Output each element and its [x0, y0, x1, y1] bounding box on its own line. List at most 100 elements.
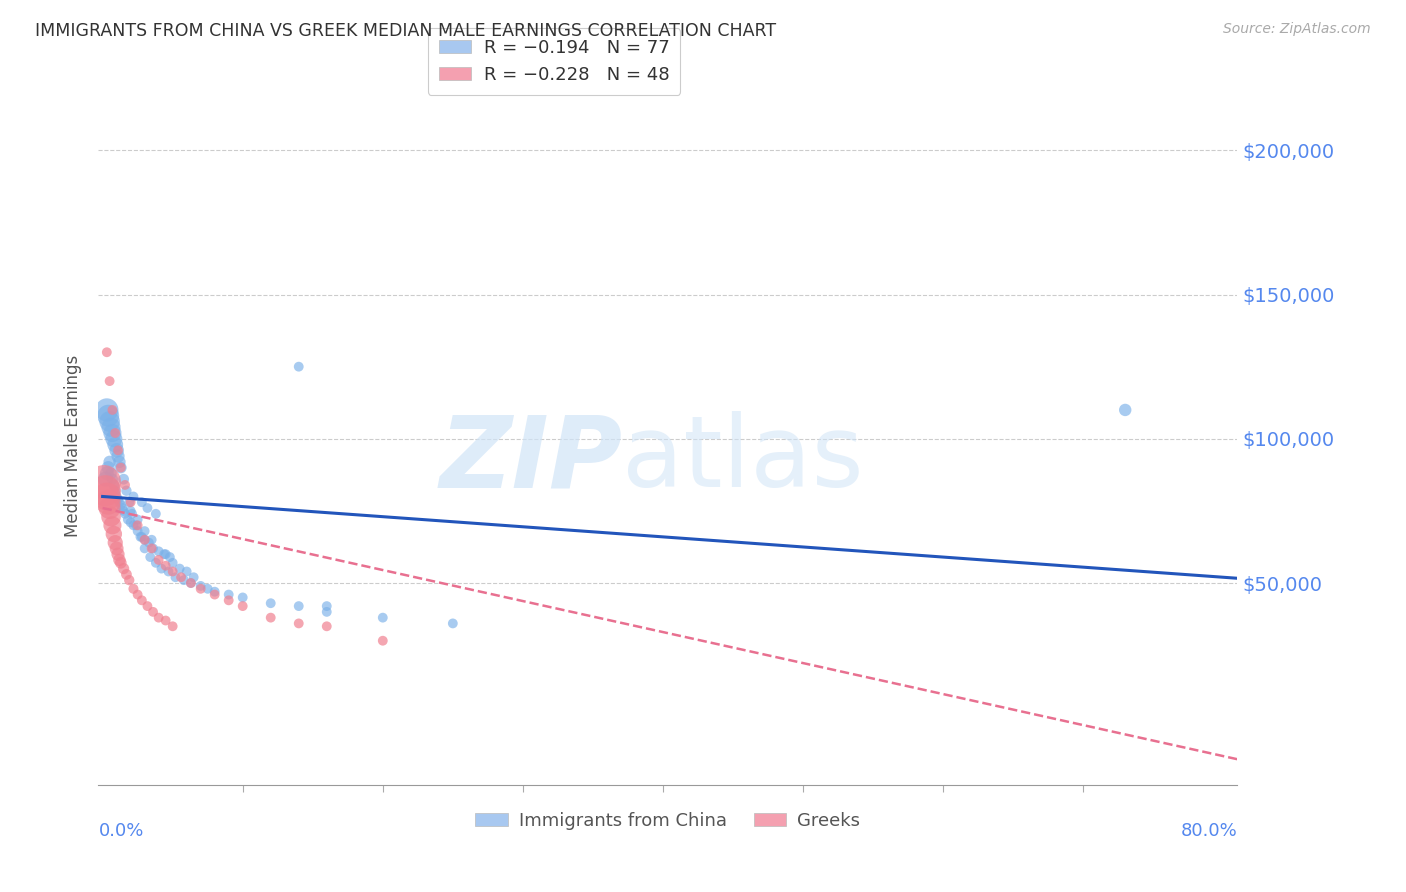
- Point: [107, 449, 129, 463]
- Point: [93, 475, 115, 489]
- Point: [142, 605, 165, 619]
- Point: [170, 570, 193, 584]
- Point: [94, 472, 117, 486]
- Point: [96, 403, 118, 417]
- Point: [112, 504, 135, 518]
- Text: ZIP: ZIP: [439, 411, 623, 508]
- Point: [97, 409, 120, 423]
- Point: [122, 582, 145, 596]
- Point: [180, 576, 202, 591]
- Point: [103, 432, 125, 446]
- Point: [115, 483, 138, 498]
- Text: 0.0%: 0.0%: [98, 822, 143, 840]
- Point: [183, 570, 205, 584]
- Point: [114, 507, 136, 521]
- Legend: Immigrants from China, Greeks: Immigrants from China, Greeks: [468, 805, 868, 837]
- Point: [104, 483, 127, 498]
- Point: [110, 556, 132, 570]
- Point: [287, 599, 309, 613]
- Point: [315, 599, 337, 613]
- Point: [165, 570, 187, 584]
- Point: [105, 541, 128, 556]
- Point: [100, 467, 122, 481]
- Point: [105, 490, 128, 504]
- Point: [173, 573, 195, 587]
- Point: [108, 553, 131, 567]
- Point: [155, 558, 177, 573]
- Point: [232, 599, 254, 613]
- Point: [96, 467, 118, 481]
- Point: [260, 610, 283, 624]
- Point: [176, 565, 198, 579]
- Point: [232, 591, 254, 605]
- Point: [204, 584, 226, 599]
- Point: [98, 374, 121, 388]
- Point: [131, 593, 153, 607]
- Point: [134, 541, 156, 556]
- Text: atlas: atlas: [623, 411, 863, 508]
- Point: [120, 495, 142, 509]
- Point: [129, 530, 152, 544]
- Point: [105, 443, 128, 458]
- Point: [114, 478, 136, 492]
- Point: [118, 573, 141, 587]
- Point: [108, 455, 131, 469]
- Point: [103, 478, 125, 492]
- Point: [260, 596, 283, 610]
- Point: [287, 359, 309, 374]
- Point: [1114, 403, 1136, 417]
- Point: [112, 561, 135, 575]
- Point: [138, 535, 160, 549]
- Point: [190, 582, 212, 596]
- Point: [100, 509, 122, 524]
- Point: [315, 605, 337, 619]
- Point: [108, 495, 131, 509]
- Point: [131, 495, 153, 509]
- Point: [127, 588, 149, 602]
- Point: [97, 460, 120, 475]
- Point: [117, 512, 139, 526]
- Point: [315, 619, 337, 633]
- Point: [134, 524, 156, 538]
- Point: [371, 633, 394, 648]
- Point: [159, 550, 181, 565]
- Point: [141, 541, 163, 556]
- Point: [111, 501, 134, 516]
- Point: [127, 518, 149, 533]
- Point: [145, 556, 167, 570]
- Point: [153, 547, 176, 561]
- Point: [120, 516, 142, 530]
- Point: [115, 567, 138, 582]
- Y-axis label: Median Male Earnings: Median Male Earnings: [65, 355, 83, 537]
- Point: [157, 565, 180, 579]
- Point: [155, 547, 177, 561]
- Text: Source: ZipAtlas.com: Source: ZipAtlas.com: [1223, 22, 1371, 37]
- Point: [169, 561, 191, 575]
- Text: 80.0%: 80.0%: [1181, 822, 1237, 840]
- Point: [107, 547, 129, 561]
- Point: [148, 544, 170, 558]
- Point: [101, 403, 124, 417]
- Point: [162, 556, 184, 570]
- Point: [127, 512, 149, 526]
- Point: [107, 492, 129, 507]
- Point: [98, 501, 121, 516]
- Point: [96, 490, 118, 504]
- Point: [112, 472, 135, 486]
- Point: [287, 616, 309, 631]
- Point: [162, 619, 184, 633]
- Point: [101, 518, 124, 533]
- Point: [148, 610, 170, 624]
- Point: [136, 501, 159, 516]
- Point: [97, 495, 120, 509]
- Point: [98, 455, 121, 469]
- Point: [204, 588, 226, 602]
- Point: [110, 460, 132, 475]
- Point: [190, 579, 212, 593]
- Point: [107, 443, 129, 458]
- Point: [148, 553, 170, 567]
- Point: [104, 535, 127, 549]
- Text: IMMIGRANTS FROM CHINA VS GREEK MEDIAN MALE EARNINGS CORRELATION CHART: IMMIGRANTS FROM CHINA VS GREEK MEDIAN MA…: [35, 22, 776, 40]
- Point: [150, 561, 173, 575]
- Point: [118, 495, 141, 509]
